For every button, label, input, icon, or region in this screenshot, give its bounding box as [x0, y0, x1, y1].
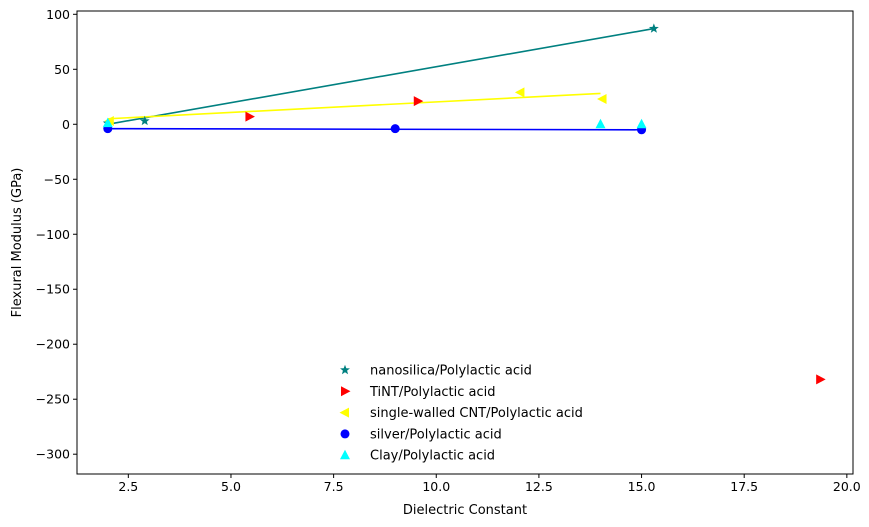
- x-axis-ticks: 2.5 5.0 7.5 10.0 12.5 15.0 17.5 20.0: [118, 474, 861, 494]
- x-tick-label: 17.5: [730, 479, 758, 494]
- series-0-point: [139, 115, 150, 126]
- series-3-fit-line: [107, 127, 642, 131]
- x-tick-label: 20.0: [833, 479, 861, 494]
- y-tick-label: 0: [62, 117, 70, 132]
- series-0-point: [648, 23, 659, 33]
- x-tick-label: 2.5: [118, 479, 138, 494]
- series-4-point: [102, 117, 113, 128]
- legend-marker-2: [339, 407, 349, 418]
- legend-label-4: Clay/Polylactic acid: [370, 449, 495, 464]
- y-tick-label: −250: [36, 392, 70, 407]
- x-tick-label: 15.0: [628, 479, 656, 494]
- series-1-point: [245, 111, 255, 122]
- y-tick-label: −100: [36, 227, 70, 242]
- legend-label-2: single-walled CNT/Polylactic acid: [370, 406, 583, 421]
- legend-label-1: TiNT/Polylactic acid: [369, 385, 496, 400]
- y-axis-ticks: 100 50 0 −50 −100 −150 −200 −250 −300: [36, 7, 77, 462]
- legend-label-0: nanosilica/Polylactic acid: [370, 364, 532, 379]
- x-tick-label: 10.0: [422, 479, 450, 494]
- x-tick-label: 12.5: [525, 479, 553, 494]
- series-4-point: [595, 118, 606, 129]
- y-tick-label: −50: [44, 172, 70, 187]
- series-2-point: [597, 93, 607, 104]
- x-tick-label: 5.0: [221, 479, 241, 494]
- series-4-point: [636, 118, 647, 129]
- series-1-point: [413, 96, 424, 107]
- data-points: [102, 23, 826, 385]
- legend-marker-4: [340, 449, 350, 460]
- y-tick-label: −150: [36, 282, 70, 297]
- legend-marker-1: [341, 386, 351, 397]
- series-3-point: [390, 124, 400, 134]
- y-tick-label: −200: [36, 337, 70, 352]
- legend-marker-3: [340, 429, 350, 439]
- fit-lines: [107, 27, 655, 131]
- x-tick-label: 7.5: [324, 479, 344, 494]
- y-axis-label: Flexural Modulus (GPa): [10, 168, 25, 318]
- y-tick-label: 50: [54, 62, 70, 77]
- series-2-point: [514, 87, 525, 98]
- series-2-fit-line: [107, 92, 601, 120]
- series-1-point: [816, 374, 826, 385]
- x-axis-label: Dielectric Constant: [403, 503, 527, 518]
- legend-label-3: silver/Polylactic acid: [370, 427, 502, 442]
- plot-frame: [76, 10, 854, 475]
- legend: nanosilica/Polylactic acid TiNT/Polylacti…: [339, 364, 583, 464]
- legend-marker-0: [340, 364, 350, 375]
- y-tick-label: −300: [36, 447, 70, 462]
- y-tick-label: 100: [46, 7, 70, 22]
- series-0-fit-line: [107, 27, 655, 126]
